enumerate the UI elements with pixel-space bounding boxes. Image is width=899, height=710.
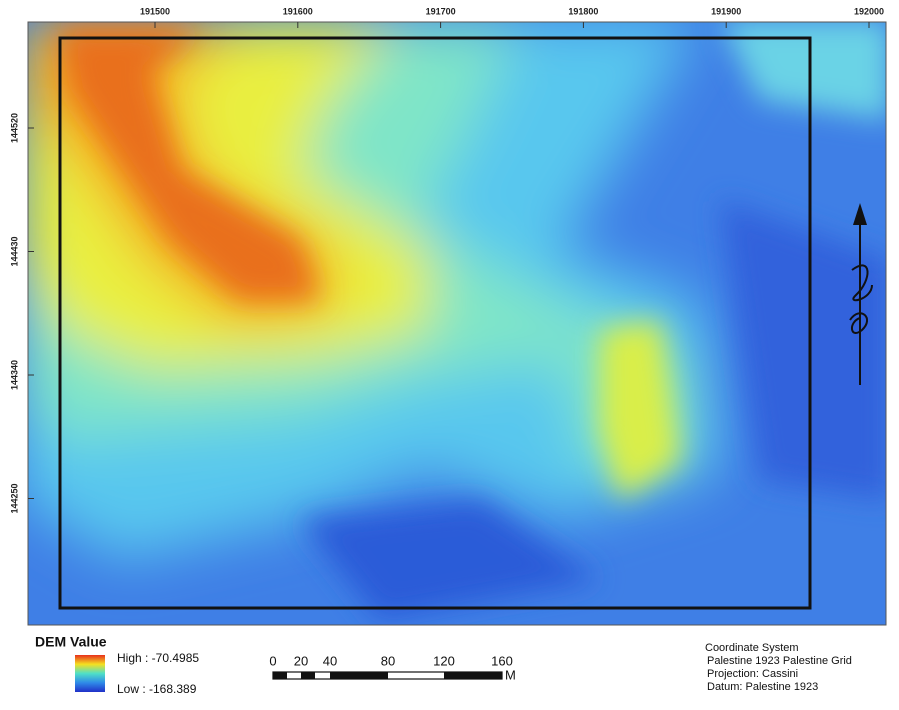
x-tick-label: 191800 (568, 6, 598, 16)
legend-high: High : -70.4985 (117, 651, 199, 665)
x-tick-label: 191700 (426, 6, 456, 16)
x-tick-label: 191600 (283, 6, 313, 16)
x-tick-label: 191500 (140, 6, 170, 16)
map-layout: DEM Value High : -70.4985 Low : -168.389… (0, 0, 899, 705)
scale-bar-unit: M (505, 667, 516, 682)
y-tick-label: 144340 (9, 360, 19, 390)
coordinate-info: Projection: Cassini (707, 668, 798, 680)
coordinate-info: Coordinate System (705, 642, 799, 654)
legend-swatch (75, 655, 105, 692)
y-tick-label: 144430 (9, 236, 19, 266)
y-tick-label: 144250 (9, 483, 19, 513)
coordinate-info: Palestine 1923 Palestine Grid (707, 655, 852, 667)
scale-bar-label: 80 (381, 653, 395, 668)
dem-raster (20, 20, 890, 625)
scale-bar-label: 40 (323, 653, 337, 668)
legend-title: DEM Value (35, 634, 107, 650)
x-tick-label: 191900 (711, 6, 741, 16)
legend-low: Low : -168.389 (117, 682, 197, 696)
coordinate-info: Datum: Palestine 1923 (707, 681, 818, 693)
x-tick-label: 192000 (854, 6, 884, 16)
scale-bar-label: 160 (491, 653, 513, 668)
y-tick-label: 144520 (9, 113, 19, 143)
scale-bar-label: 0 (269, 653, 276, 668)
scale-bar-label: 120 (433, 653, 455, 668)
scale-bar-label: 20 (294, 653, 308, 668)
scale-bar-bar (273, 672, 502, 679)
